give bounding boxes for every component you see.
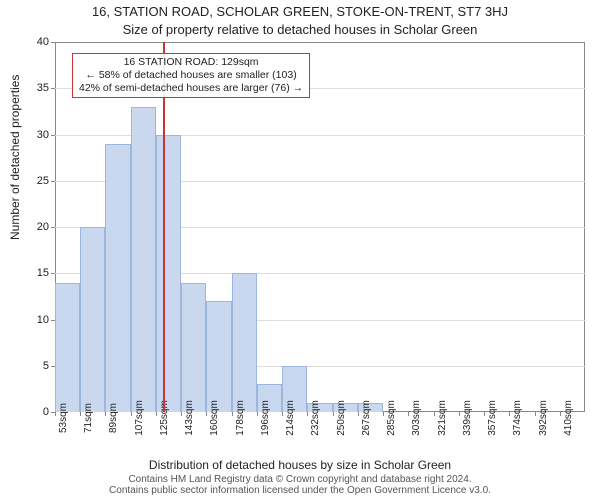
xtick-label: 232sqm bbox=[310, 400, 321, 436]
xtick-mark bbox=[55, 412, 56, 416]
ytick-mark bbox=[51, 181, 55, 182]
xtick-label: 339sqm bbox=[462, 400, 473, 436]
ytick-label: 25 bbox=[37, 175, 49, 187]
xtick-mark bbox=[560, 412, 561, 416]
xtick-mark bbox=[509, 412, 510, 416]
xtick-label: 285sqm bbox=[386, 400, 397, 436]
xtick-mark bbox=[358, 412, 359, 416]
xtick-label: 196sqm bbox=[260, 400, 271, 436]
ytick-mark bbox=[51, 227, 55, 228]
title-sub: Size of property relative to detached ho… bbox=[0, 22, 600, 37]
histogram-bar bbox=[206, 301, 231, 412]
xtick-label: 321sqm bbox=[437, 400, 448, 436]
ytick-label: 35 bbox=[37, 82, 49, 94]
xtick-label: 71sqm bbox=[83, 403, 94, 433]
ytick-label: 30 bbox=[37, 129, 49, 141]
xtick-mark bbox=[383, 412, 384, 416]
xtick-mark bbox=[459, 412, 460, 416]
xtick-mark bbox=[105, 412, 106, 416]
xtick-label: 250sqm bbox=[336, 400, 347, 436]
chart-area: 051015202530354053sqm71sqm89sqm107sqm125… bbox=[55, 42, 585, 412]
xtick-mark bbox=[156, 412, 157, 416]
annotation-line2: ← 58% of detached houses are smaller (10… bbox=[79, 69, 303, 82]
xtick-label: 214sqm bbox=[285, 400, 296, 436]
xtick-mark bbox=[257, 412, 258, 416]
xtick-label: 160sqm bbox=[209, 400, 220, 436]
xtick-label: 392sqm bbox=[538, 400, 549, 436]
xtick-label: 410sqm bbox=[563, 400, 574, 436]
xtick-label: 107sqm bbox=[134, 400, 145, 436]
ytick-label: 0 bbox=[43, 406, 49, 418]
ytick-label: 15 bbox=[37, 267, 49, 279]
xtick-label: 374sqm bbox=[512, 400, 523, 436]
histogram-bar bbox=[156, 135, 181, 413]
xtick-mark bbox=[408, 412, 409, 416]
xtick-mark bbox=[206, 412, 207, 416]
ytick-mark bbox=[51, 88, 55, 89]
ytick-label: 40 bbox=[37, 36, 49, 48]
title-main: 16, STATION ROAD, SCHOLAR GREEN, STOKE-O… bbox=[0, 4, 600, 19]
histogram-bar bbox=[131, 107, 156, 412]
xtick-mark bbox=[535, 412, 536, 416]
histogram-bar bbox=[105, 144, 130, 412]
xtick-mark bbox=[333, 412, 334, 416]
x-axis-label: Distribution of detached houses by size … bbox=[0, 458, 600, 472]
ytick-label: 10 bbox=[37, 314, 49, 326]
xtick-label: 53sqm bbox=[58, 403, 69, 433]
xtick-mark bbox=[307, 412, 308, 416]
histogram-bar bbox=[80, 227, 105, 412]
annotation-line3: 42% of semi-detached houses are larger (… bbox=[79, 82, 303, 95]
histogram-bar bbox=[55, 283, 80, 413]
ytick-label: 20 bbox=[37, 221, 49, 233]
xtick-mark bbox=[484, 412, 485, 416]
ytick-mark bbox=[51, 42, 55, 43]
xtick-mark bbox=[181, 412, 182, 416]
xtick-mark bbox=[434, 412, 435, 416]
ytick-label: 5 bbox=[43, 360, 49, 372]
xtick-label: 89sqm bbox=[108, 403, 119, 433]
annotation-line1: 16 STATION ROAD: 129sqm bbox=[79, 56, 303, 69]
annotation-box: 16 STATION ROAD: 129sqm← 58% of detached… bbox=[72, 53, 310, 98]
y-axis-label: Number of detached properties bbox=[8, 75, 22, 240]
xtick-mark bbox=[80, 412, 81, 416]
attribution: Contains HM Land Registry data © Crown c… bbox=[0, 474, 600, 496]
xtick-mark bbox=[131, 412, 132, 416]
ytick-mark bbox=[51, 273, 55, 274]
xtick-label: 357sqm bbox=[487, 400, 498, 436]
xtick-label: 267sqm bbox=[361, 400, 372, 436]
xtick-label: 178sqm bbox=[235, 400, 246, 436]
histogram-bar bbox=[181, 283, 206, 413]
ytick-mark bbox=[51, 135, 55, 136]
xtick-mark bbox=[232, 412, 233, 416]
xtick-mark bbox=[282, 412, 283, 416]
xtick-label: 303sqm bbox=[411, 400, 422, 436]
xtick-label: 143sqm bbox=[184, 400, 195, 436]
attribution-line1: Contains HM Land Registry data © Crown c… bbox=[128, 474, 471, 485]
attribution-line2: Contains public sector information licen… bbox=[109, 485, 491, 496]
histogram-bar bbox=[232, 273, 257, 412]
